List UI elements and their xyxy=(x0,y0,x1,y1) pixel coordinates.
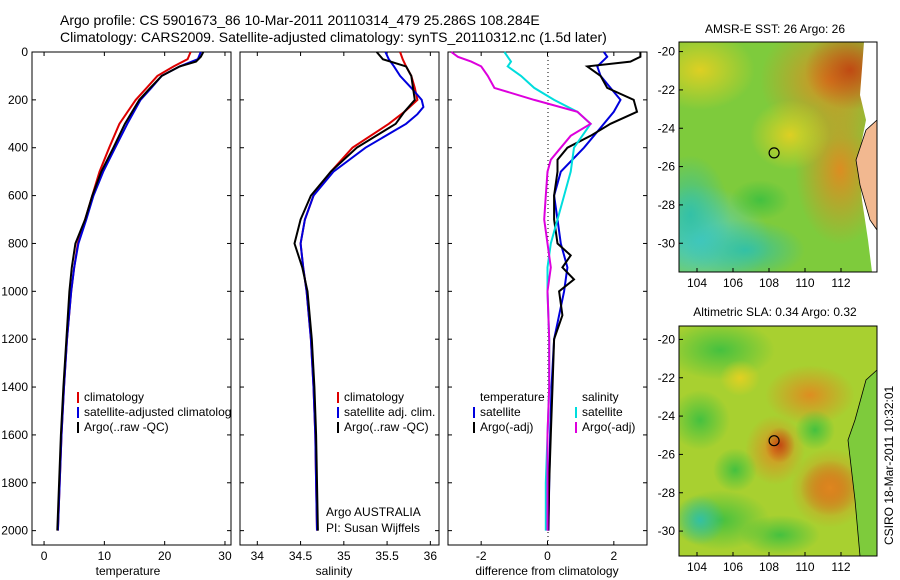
sst-map-ytick-label: -20 xyxy=(658,45,676,59)
sst-map-xtick-label: 108 xyxy=(759,276,779,290)
sst-argo-position-marker xyxy=(768,147,780,159)
sla-map-frame xyxy=(678,325,878,557)
sla-argo-position-marker xyxy=(768,435,780,447)
salinity-legend-0-label: climatology xyxy=(344,390,404,404)
salinity-xtick-label: 35 xyxy=(337,549,351,563)
salinity-xtick-label: 35.5 xyxy=(375,549,399,563)
sla-map-ytick-label: -28 xyxy=(658,486,676,500)
difference-xtick-label: 0 xyxy=(544,549,551,563)
salinity-xtick-label: 34.5 xyxy=(289,549,313,563)
depth-ytick-label: 200 xyxy=(8,93,28,107)
salinity-series-satellite-adj-clim- xyxy=(299,51,425,531)
difference-series-salinity-argo-adj- xyxy=(450,51,593,531)
difference-legend-salinity-title: salinity xyxy=(582,390,619,404)
temperature-xlabel: temperature xyxy=(96,564,161,578)
operator-annotation-line1: Argo AUSTRALIA xyxy=(326,505,421,519)
temperature-series-satellite-adjusted-climatology xyxy=(56,51,202,531)
temperature-panel: 0 10 20 30 0 200 400 600 800 1000 1200 1400 1600 1800… xyxy=(1,45,232,578)
difference-xtick-label: 2 xyxy=(610,549,617,563)
salinity-legend-2-label: Argo(..raw -QC) xyxy=(344,420,429,434)
temperature-plot-frame xyxy=(31,51,232,546)
sla-map-xtick-label: 112 xyxy=(831,560,850,574)
sla-map-ytick-label: -26 xyxy=(658,447,676,461)
csiro-timestamp: CSIRO 18-Mar-2011 10:32:01 xyxy=(882,385,896,545)
sla-map-ytick-label: -24 xyxy=(658,409,676,423)
depth-ytick-label: 400 xyxy=(8,141,28,155)
sst-map-ytick-label: -26 xyxy=(658,160,676,174)
depth-ytick-label: 0 xyxy=(21,45,28,59)
salinity-plot-frame xyxy=(239,51,440,546)
difference-legend-sal-satellite-label: satellite xyxy=(582,405,623,419)
sla-map-ytick-label: -22 xyxy=(658,371,676,385)
difference-xlabel: difference from climatology xyxy=(475,564,618,578)
difference-panel: -2 0 2 temperature salinitysatelliteArgo(-a… xyxy=(447,51,648,578)
sst-map-xtick-label: 104 xyxy=(687,276,707,290)
depth-ytick-label: 1200 xyxy=(1,332,28,346)
temperature-legend-0-label: climatology xyxy=(84,390,144,404)
temperature-xtick-label: 30 xyxy=(218,549,232,563)
depth-ytick-label: 1000 xyxy=(1,284,28,298)
depth-ytick-label: 600 xyxy=(8,189,28,203)
depth-ytick-label: 2000 xyxy=(1,524,28,538)
depth-ytick-label: 1400 xyxy=(1,380,28,394)
temperature-legend-2-label: Argo(..raw -QC) xyxy=(84,420,169,434)
sst-map-frame xyxy=(678,41,878,273)
difference-legend-temp-argo-label: Argo(-adj) xyxy=(480,420,533,434)
operator-annotation-line2: PI: Susan Wijffels xyxy=(326,521,420,535)
header-title-line2: Climatology: CARS2009. Satellite-adjuste… xyxy=(60,29,607,45)
salinity-xtick-label: 36 xyxy=(424,549,438,563)
sst-map-panel: AMSR-E SST: 26 Argo: 26 104 106 108 110 112 -… xyxy=(658,22,878,290)
sla-map-ytick-label: -30 xyxy=(658,524,676,538)
sla-map-xtick-label: 110 xyxy=(795,560,814,574)
sst-heatmap-field xyxy=(679,42,877,272)
temperature-xtick-label: 10 xyxy=(98,549,112,563)
header-title-line1: Argo profile: CS 5901673_86 10-Mar-2011 … xyxy=(60,12,540,28)
sst-map-ytick-label: -28 xyxy=(658,198,676,212)
sst-map-xtick-label: 110 xyxy=(795,276,814,290)
temperature-xtick-label: 20 xyxy=(158,549,172,563)
temperature-series-argo-raw-qc- xyxy=(56,51,205,531)
sst-map-title: AMSR-E SST: 26 Argo: 26 xyxy=(705,22,845,36)
sla-map-title: Altimetric SLA: 0.34 Argo: 0.32 xyxy=(693,305,857,319)
sla-map-xtick-label: 104 xyxy=(687,560,707,574)
difference-series-temperature-argo-adj- xyxy=(547,52,642,531)
depth-ytick-label: 800 xyxy=(8,236,28,250)
salinity-xtick-label: 34 xyxy=(251,549,265,563)
sst-map-xtick-label: 112 xyxy=(831,276,850,290)
sst-map-ytick-label: -30 xyxy=(658,236,676,250)
salinity-xlabel: salinity xyxy=(316,564,353,578)
depth-ytick-label: 1800 xyxy=(1,476,28,490)
sla-map-panel: Altimetric SLA: 0.34 Argo: 0.32 104 106 10… xyxy=(658,305,878,574)
sla-map-xtick-label: 108 xyxy=(759,560,779,574)
salinity-series-climatology xyxy=(299,51,419,531)
difference-legend-temperature-title: temperature xyxy=(480,390,545,404)
difference-legend-temp-satellite-label: satellite xyxy=(480,405,521,419)
temperature-xtick-label: 0 xyxy=(41,549,48,563)
sst-map-ytick-label: -24 xyxy=(658,121,676,135)
temperature-legend-1-label: satellite-adjusted climatolog xyxy=(84,405,231,419)
sla-map-xtick-label: 106 xyxy=(723,560,743,574)
difference-xtick-label: -2 xyxy=(476,549,487,563)
salinity-series-argo-raw-qc- xyxy=(293,51,416,531)
depth-ytick-label: 1600 xyxy=(1,428,28,442)
difference-legend-sal-argo-label: Argo(-adj) xyxy=(582,420,635,434)
sla-heatmap-field xyxy=(679,326,877,556)
salinity-legend-1-label: satellite adj. clim. xyxy=(344,405,435,419)
sst-map-xtick-label: 106 xyxy=(723,276,743,290)
sla-map-ytick-label: -20 xyxy=(658,332,676,346)
sst-map-ytick-label: -22 xyxy=(658,83,676,97)
